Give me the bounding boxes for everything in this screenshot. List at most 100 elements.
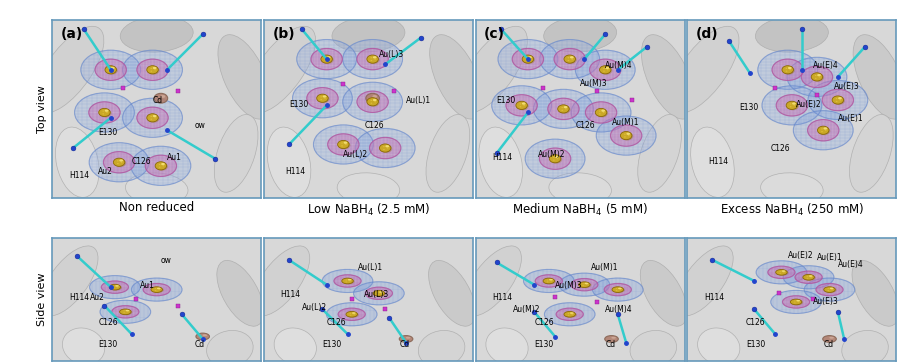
Ellipse shape [122, 98, 183, 137]
Ellipse shape [320, 99, 322, 100]
Text: Cd: Cd [152, 96, 163, 105]
Ellipse shape [325, 57, 326, 58]
Ellipse shape [155, 162, 166, 170]
Text: Au(E)2: Au(E)2 [796, 100, 822, 109]
Ellipse shape [137, 107, 168, 129]
Ellipse shape [506, 95, 537, 116]
Ellipse shape [121, 309, 132, 315]
Ellipse shape [770, 290, 822, 314]
Ellipse shape [559, 273, 609, 296]
Ellipse shape [819, 76, 820, 78]
Ellipse shape [154, 93, 167, 103]
Ellipse shape [161, 163, 165, 165]
Ellipse shape [803, 274, 815, 280]
Ellipse shape [816, 284, 843, 296]
Ellipse shape [131, 146, 191, 185]
Ellipse shape [638, 114, 681, 192]
Ellipse shape [137, 59, 168, 81]
Ellipse shape [808, 81, 868, 119]
Text: H114: H114 [492, 153, 512, 162]
Ellipse shape [56, 127, 99, 197]
Ellipse shape [357, 48, 388, 70]
Ellipse shape [106, 112, 108, 113]
Text: Au(M)2: Au(M)2 [538, 150, 566, 159]
Text: Excess NaBH$_4$ (250 mM): Excess NaBH$_4$ (250 mM) [720, 201, 864, 217]
Ellipse shape [526, 57, 527, 58]
Ellipse shape [571, 278, 598, 291]
Ellipse shape [570, 312, 573, 314]
Ellipse shape [373, 95, 377, 98]
Ellipse shape [824, 287, 835, 293]
Ellipse shape [782, 66, 794, 74]
Ellipse shape [105, 66, 118, 75]
Ellipse shape [810, 277, 812, 278]
Ellipse shape [782, 296, 810, 308]
Ellipse shape [457, 26, 527, 113]
Ellipse shape [572, 314, 573, 315]
Ellipse shape [317, 94, 328, 102]
Ellipse shape [90, 276, 140, 299]
Ellipse shape [158, 167, 160, 168]
Ellipse shape [143, 284, 170, 296]
Ellipse shape [553, 159, 554, 161]
Ellipse shape [795, 271, 823, 284]
Ellipse shape [572, 93, 631, 132]
Ellipse shape [367, 56, 380, 64]
Text: (b): (b) [273, 27, 295, 41]
Ellipse shape [156, 162, 168, 171]
Ellipse shape [371, 60, 373, 61]
Ellipse shape [125, 173, 188, 205]
Text: Au(E)4: Au(E)4 [838, 260, 864, 269]
Ellipse shape [838, 97, 842, 99]
Ellipse shape [365, 93, 380, 103]
Ellipse shape [794, 105, 796, 106]
Ellipse shape [603, 68, 605, 69]
Ellipse shape [102, 281, 129, 293]
Ellipse shape [568, 57, 570, 58]
Ellipse shape [788, 67, 792, 69]
Ellipse shape [840, 99, 842, 101]
Ellipse shape [853, 34, 900, 119]
Ellipse shape [121, 162, 122, 163]
Ellipse shape [112, 306, 139, 318]
Ellipse shape [357, 91, 388, 113]
Ellipse shape [354, 282, 404, 305]
Text: E130: E130 [535, 340, 554, 349]
Ellipse shape [343, 40, 402, 79]
Ellipse shape [805, 278, 855, 301]
Ellipse shape [628, 135, 629, 136]
Text: Au(M)3: Au(M)3 [580, 78, 608, 87]
Ellipse shape [821, 131, 823, 132]
Ellipse shape [207, 330, 253, 363]
Ellipse shape [103, 110, 104, 112]
Ellipse shape [517, 102, 528, 110]
Ellipse shape [563, 106, 567, 108]
Ellipse shape [344, 142, 347, 144]
Ellipse shape [328, 58, 330, 60]
Ellipse shape [596, 109, 608, 118]
Ellipse shape [807, 119, 839, 141]
Ellipse shape [825, 130, 826, 131]
Text: C126: C126 [746, 318, 766, 327]
Ellipse shape [346, 280, 347, 281]
Ellipse shape [338, 141, 350, 150]
Ellipse shape [356, 129, 415, 168]
Ellipse shape [161, 95, 166, 98]
Ellipse shape [539, 148, 571, 170]
Ellipse shape [371, 100, 373, 101]
Text: E130: E130 [98, 340, 117, 349]
Ellipse shape [790, 103, 791, 105]
Ellipse shape [546, 281, 548, 282]
Text: Au(E)4: Au(E)4 [813, 61, 839, 70]
Ellipse shape [832, 96, 843, 104]
Ellipse shape [155, 288, 157, 289]
Ellipse shape [157, 287, 161, 289]
Text: Au(M)2: Au(M)2 [513, 305, 541, 314]
Ellipse shape [523, 56, 535, 64]
Ellipse shape [267, 127, 310, 197]
Ellipse shape [790, 106, 791, 107]
Ellipse shape [379, 291, 382, 293]
Ellipse shape [544, 303, 595, 326]
Ellipse shape [334, 275, 361, 287]
Ellipse shape [109, 284, 121, 290]
